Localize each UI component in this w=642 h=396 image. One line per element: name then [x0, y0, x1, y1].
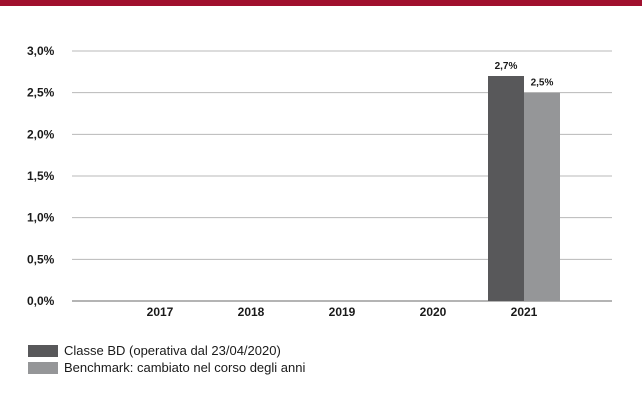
x-tick-label: 2020 [420, 305, 447, 319]
y-tick-label: 1,5% [27, 169, 55, 183]
legend-label-classe-bd: Classe BD (operativa dal 23/04/2020) [64, 343, 281, 358]
y-tick-label: 3,0% [27, 44, 55, 58]
chart-legend: Classe BD (operativa dal 23/04/2020) Ben… [28, 342, 305, 376]
y-tick-label: 0,0% [27, 294, 55, 308]
y-tick-label: 1,0% [27, 211, 55, 225]
legend-item-classe-bd: Classe BD (operativa dal 23/04/2020) [28, 342, 305, 359]
data-label: 2,5% [531, 78, 554, 89]
y-tick-label: 0,5% [27, 252, 55, 266]
y-tick-label: 2,0% [27, 127, 55, 141]
top-accent-band [0, 0, 642, 6]
x-tick-label: 2021 [511, 305, 538, 319]
x-tick-label: 2017 [147, 305, 174, 319]
legend-item-benchmark: Benchmark: cambiato nel corso degli anni [28, 359, 305, 376]
y-tick-label: 2,5% [27, 86, 55, 100]
legend-swatch-benchmark [28, 361, 58, 374]
x-tick-label: 2019 [329, 305, 356, 319]
bar-chart: 0,0% 0,5% 1,0% 1,5% 2,0% 2,5% 3,0% 2017 2018 2019… [27, 44, 612, 319]
bar [524, 92, 560, 302]
bar [488, 76, 524, 301]
legend-swatch-classe-bd [28, 344, 58, 357]
legend-label-benchmark: Benchmark: cambiato nel corso degli anni [64, 360, 306, 375]
data-label: 2,7% [495, 61, 518, 72]
x-tick-label: 2018 [238, 305, 265, 319]
